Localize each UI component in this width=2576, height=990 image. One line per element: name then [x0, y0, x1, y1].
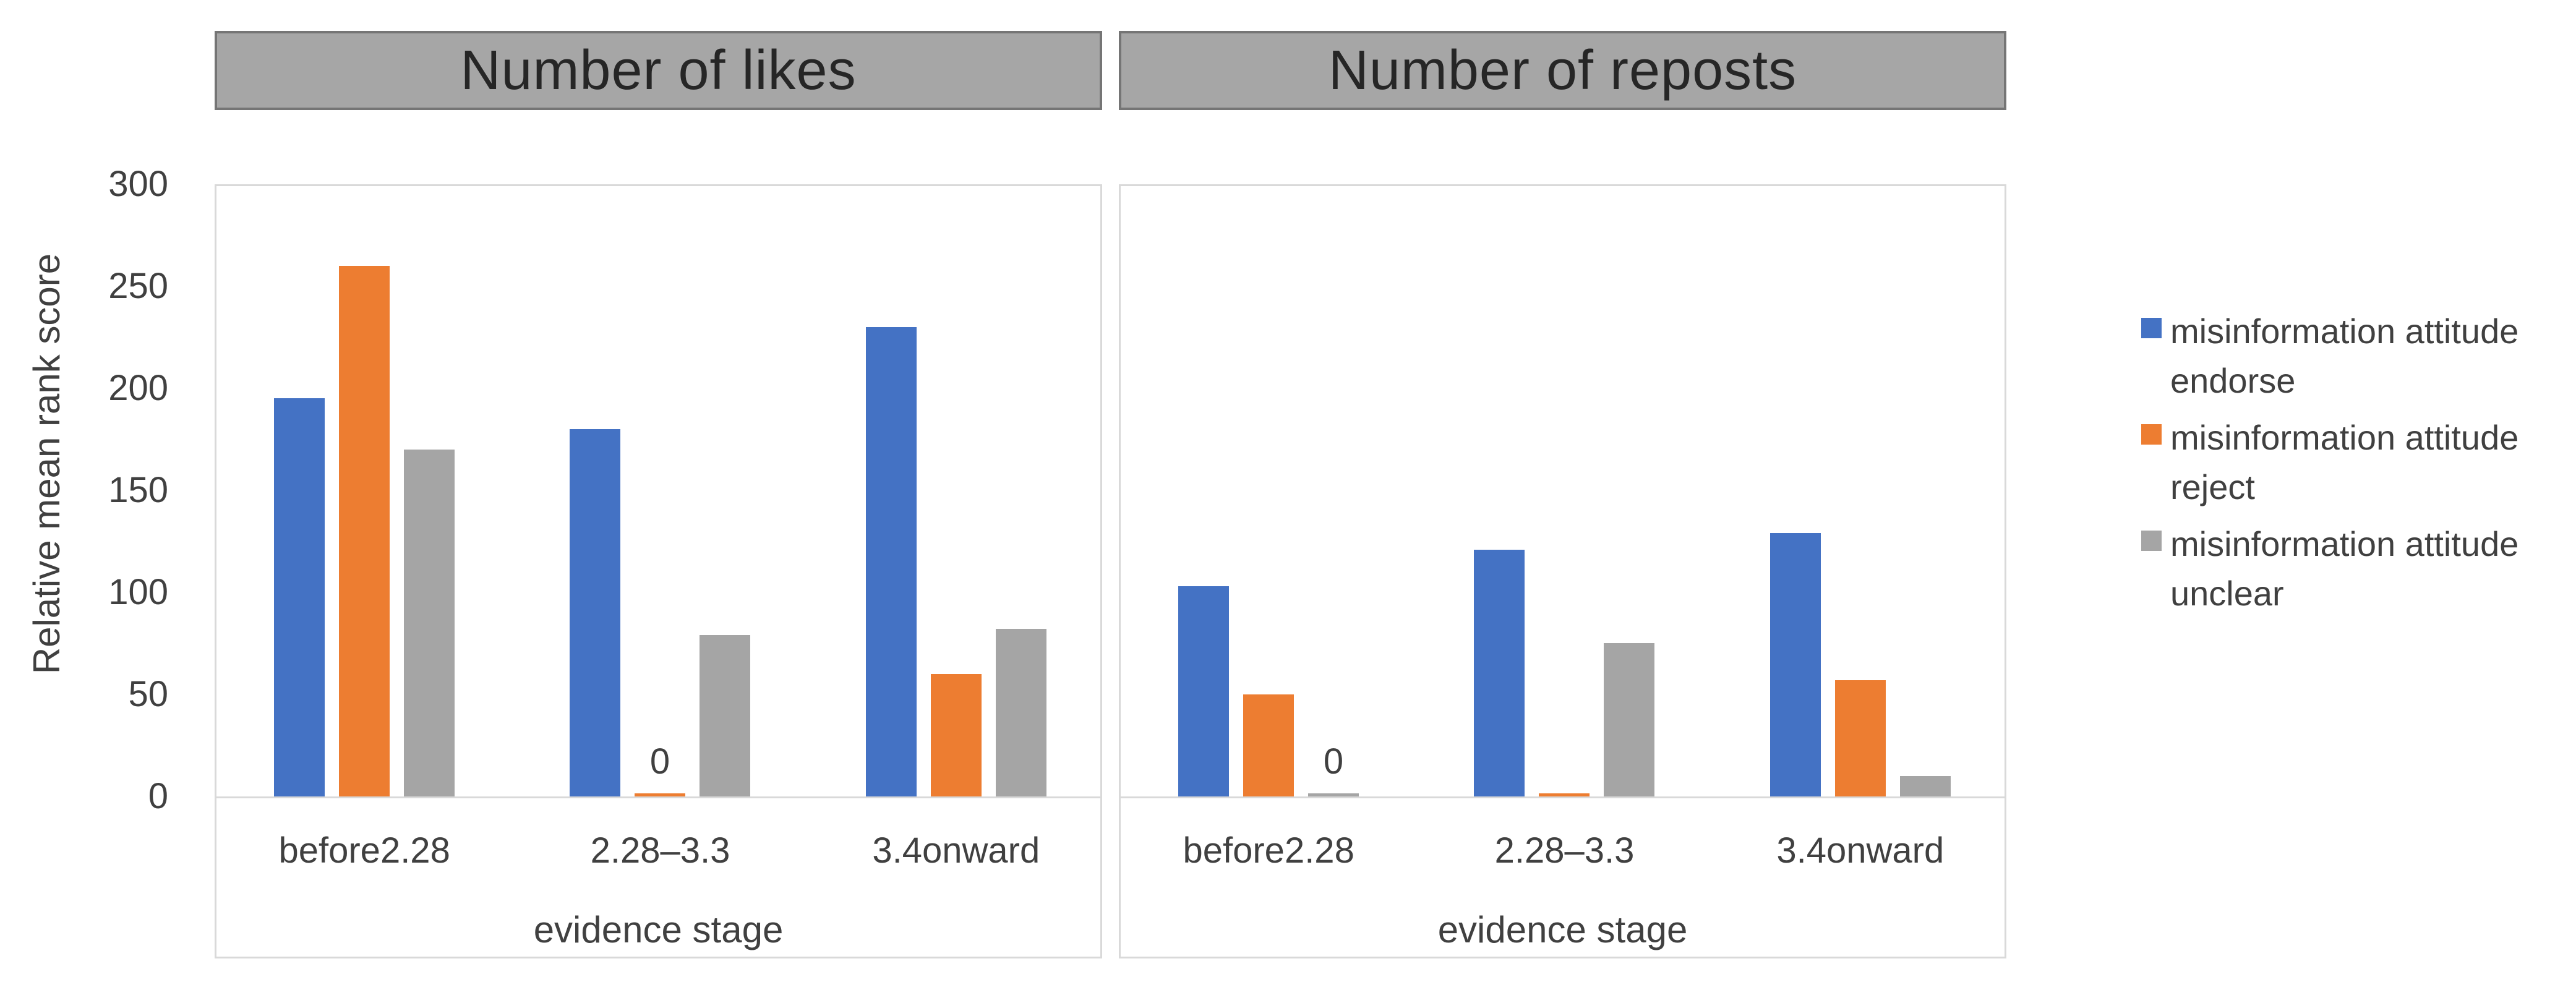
- panel-title-reposts: Number of reposts: [1328, 39, 1797, 101]
- x-tick-label: before2.28: [1183, 830, 1354, 871]
- x-axis-title-likes: evidence stage: [533, 909, 784, 950]
- bar-endorse-3.4onward: [1770, 533, 1821, 796]
- bar-endorse-before2.28: [1178, 586, 1229, 796]
- bar-reject-3.4onward: [1835, 680, 1886, 796]
- x-tick-label: 2.28–3.3: [590, 830, 730, 871]
- plot-area-likes: 0: [216, 186, 1100, 798]
- legend: misinformation attitude endorse misinforma…: [2141, 307, 2576, 618]
- legend-label: misinformation attitude reject: [2170, 418, 2519, 506]
- x-tick-label: 3.4onward: [1776, 830, 1945, 871]
- bar-endorse-before2.28: [274, 398, 325, 796]
- panel-reposts: 0 before2.28 2.28–3.3 3.4onward evidence s…: [1119, 184, 2006, 958]
- bar-reject-2.28–3.3: [635, 793, 685, 796]
- legend-entry-unclear: misinformation attitude unclear: [2141, 519, 2576, 618]
- legend-swatch-icon: [2141, 318, 2162, 338]
- data-label: 0: [649, 741, 670, 782]
- y-tick-0: 0: [148, 776, 168, 816]
- bar-unclear-3.4onward: [1900, 776, 1951, 796]
- y-tick-300: 300: [108, 164, 168, 204]
- panel-header-reposts: Number of reposts: [1119, 31, 2006, 110]
- bar-reject-before2.28: [339, 266, 390, 796]
- bar-reject-before2.28: [1243, 694, 1294, 796]
- bar-unclear-2.28–3.3: [1604, 643, 1654, 796]
- plot-area-reposts: 0: [1121, 186, 2005, 798]
- bar-unclear-before2.28: [404, 450, 455, 796]
- x-axis-labels-likes: before2.28 2.28–3.3 3.4onward: [216, 829, 1100, 873]
- legend-entry-endorse: misinformation attitude endorse: [2141, 307, 2576, 406]
- bar-unclear-2.28–3.3: [700, 635, 750, 796]
- legend-entry-reject: misinformation attitude reject: [2141, 413, 2576, 512]
- legend-swatch-icon: [2141, 531, 2162, 551]
- y-tick-250: 250: [108, 266, 168, 306]
- bar-endorse-3.4onward: [866, 327, 917, 796]
- y-tick-200: 200: [108, 368, 168, 408]
- panel-title-likes: Number of likes: [460, 39, 857, 101]
- bar-endorse-2.28–3.3: [1474, 550, 1525, 796]
- x-axis-labels-reposts: before2.28 2.28–3.3 3.4onward: [1121, 829, 2005, 873]
- bar-reject-2.28–3.3: [1539, 793, 1590, 796]
- x-tick-label: 3.4onward: [872, 830, 1040, 871]
- bar-unclear-before2.28: [1308, 793, 1359, 796]
- legend-label: misinformation attitude unclear: [2170, 524, 2519, 613]
- y-tick-50: 50: [128, 674, 168, 714]
- x-tick-label: before2.28: [278, 830, 450, 871]
- legend-swatch-icon: [2141, 424, 2162, 445]
- panel-header-likes: Number of likes: [215, 31, 1102, 110]
- y-tick-100: 100: [108, 572, 168, 612]
- x-axis-title-reposts: evidence stage: [1437, 909, 1688, 950]
- y-tick-150: 150: [108, 470, 168, 510]
- data-label: 0: [1323, 741, 1344, 782]
- bar-reject-3.4onward: [931, 674, 982, 796]
- bar-unclear-3.4onward: [996, 629, 1046, 796]
- y-axis-tick-labels: 0 50 100 150 200 250 300: [56, 0, 168, 990]
- legend-label: misinformation attitude endorse: [2170, 312, 2519, 400]
- panel-likes: 0 before2.28 2.28–3.3 3.4onward evidence s…: [215, 184, 1102, 958]
- x-tick-label: 2.28–3.3: [1494, 830, 1635, 871]
- bar-endorse-2.28–3.3: [570, 429, 620, 796]
